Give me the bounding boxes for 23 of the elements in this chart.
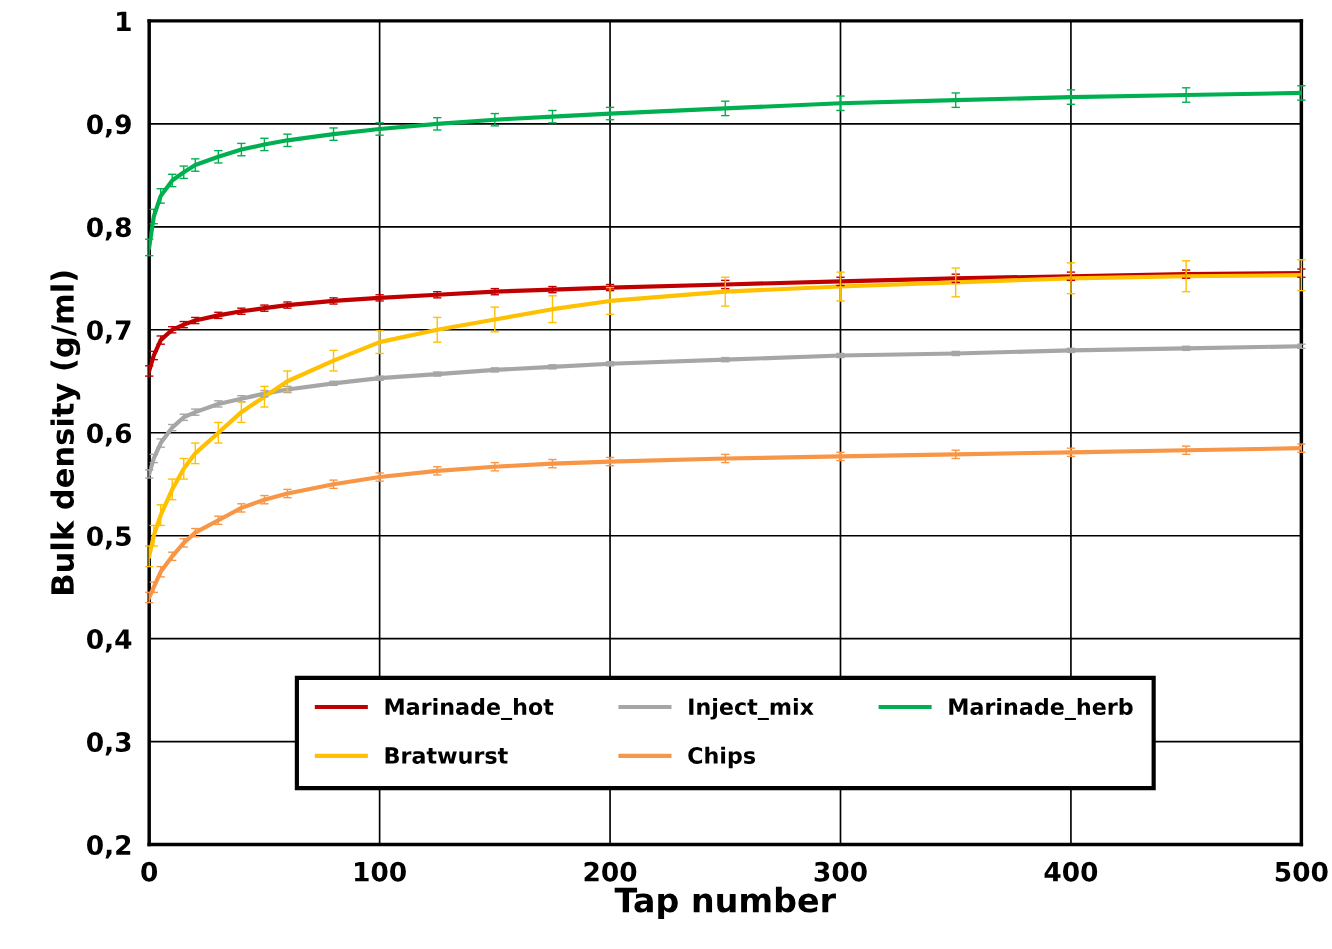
legend-label: Chips [688, 746, 756, 769]
x-tick-label: 0 [141, 861, 158, 882]
y-tick-label: 0,4 [87, 629, 132, 653]
y-tick-label: 0,5 [87, 526, 131, 550]
x-tick-label: 500 [1275, 861, 1328, 882]
y-tick-label: 0,8 [87, 217, 131, 241]
y-axis-title: Bulk density (g/ml) [50, 271, 81, 594]
legend-label: Marinade_herb [949, 697, 1133, 721]
x-tick-label: 100 [355, 861, 406, 882]
y-tick-label: 0,3 [87, 732, 131, 756]
y-tick-label: 0,2 [87, 835, 131, 859]
x-tick-label: 200 [584, 861, 637, 882]
x-axis-title: Tap number [614, 886, 836, 920]
x-tick-label: 300 [814, 861, 867, 882]
legend-label: Bratwurst [385, 747, 508, 764]
y-tick-label: 0,9 [87, 114, 131, 138]
y-tick-label: 1 [117, 11, 131, 31]
x-tick-label: 400 [1044, 861, 1098, 882]
line-series [149, 445, 1302, 600]
legend-label: Inject_mix [689, 697, 814, 721]
y-tick-label: 0,6 [87, 423, 132, 447]
y-tick-label: 0,7 [87, 320, 131, 344]
legend-label: Marinade_hot [385, 697, 554, 721]
